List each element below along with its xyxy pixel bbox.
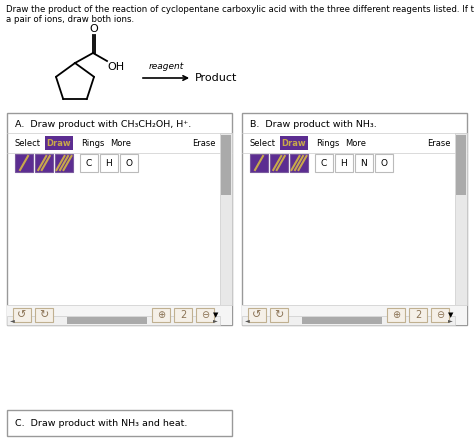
Text: reagent: reagent	[148, 62, 183, 71]
Bar	[270, 154, 288, 172]
Text: 2: 2	[415, 310, 421, 320]
Text: H: H	[341, 159, 347, 168]
Bar	[242, 113, 467, 325]
Bar	[315, 154, 333, 172]
Text: Erase: Erase	[428, 138, 451, 148]
Bar	[248, 308, 266, 322]
Text: a pair of ions, draw both ions.: a pair of ions, draw both ions.	[6, 15, 134, 24]
Text: C: C	[321, 159, 327, 168]
Text: More: More	[345, 138, 366, 148]
Text: O: O	[381, 159, 388, 168]
Text: Select: Select	[15, 138, 41, 148]
Text: Rings: Rings	[81, 138, 104, 148]
Bar	[100, 154, 118, 172]
Bar	[375, 154, 393, 172]
Bar	[456, 135, 466, 195]
Text: Draw: Draw	[282, 138, 306, 148]
Bar	[7, 305, 232, 325]
Text: Draw the product of the reaction of cyclopentane carboxylic acid with the three : Draw the product of the reaction of cycl…	[6, 5, 474, 14]
Text: ◄: ◄	[245, 318, 249, 323]
Bar	[250, 154, 268, 172]
Bar	[302, 317, 382, 324]
Bar	[355, 154, 373, 172]
Bar	[55, 154, 73, 172]
Bar	[35, 154, 53, 172]
Text: Erase: Erase	[192, 138, 216, 148]
Text: N: N	[361, 159, 367, 168]
Bar	[335, 154, 353, 172]
Text: C.  Draw product with NH₃ and heat.: C. Draw product with NH₃ and heat.	[15, 419, 187, 427]
Bar	[290, 154, 308, 172]
Bar	[455, 133, 467, 305]
Bar	[242, 305, 467, 325]
Bar	[7, 113, 232, 325]
Bar	[280, 136, 308, 150]
Bar	[7, 316, 220, 325]
Text: Select: Select	[250, 138, 276, 148]
Text: ↻: ↻	[39, 310, 49, 320]
Text: ↻: ↻	[274, 310, 283, 320]
Bar	[45, 136, 73, 150]
Text: ⊕: ⊕	[157, 310, 165, 320]
Bar	[409, 308, 427, 322]
Text: ►: ►	[447, 318, 452, 323]
Bar	[35, 308, 53, 322]
Text: Product: Product	[195, 73, 237, 83]
Bar	[196, 308, 214, 322]
Bar	[431, 308, 449, 322]
Bar	[7, 410, 232, 436]
Bar	[221, 135, 231, 195]
Text: ▼: ▼	[213, 312, 219, 318]
Text: ⊖: ⊖	[201, 310, 209, 320]
Text: ↺: ↺	[18, 310, 27, 320]
Text: ▼: ▼	[448, 312, 454, 318]
Text: Rings: Rings	[316, 138, 339, 148]
Bar	[80, 154, 98, 172]
Text: H: H	[106, 159, 112, 168]
Text: O: O	[90, 24, 99, 34]
Text: ↺: ↺	[252, 310, 262, 320]
Text: ►: ►	[213, 318, 218, 323]
Bar	[13, 308, 31, 322]
Bar	[67, 317, 147, 324]
Text: B.  Draw product with NH₃.: B. Draw product with NH₃.	[250, 120, 377, 129]
Bar	[174, 308, 192, 322]
Text: ⊖: ⊖	[436, 310, 444, 320]
Text: OH: OH	[108, 62, 125, 72]
Bar	[15, 154, 33, 172]
Bar	[220, 133, 232, 305]
Text: Draw: Draw	[46, 138, 71, 148]
Bar	[270, 308, 288, 322]
Bar	[387, 308, 405, 322]
Text: ⊕: ⊕	[392, 310, 400, 320]
Bar	[152, 308, 170, 322]
Bar	[242, 316, 455, 325]
Text: A.  Draw product with CH₃CH₂OH, H⁺.: A. Draw product with CH₃CH₂OH, H⁺.	[15, 120, 191, 129]
Text: ◄: ◄	[9, 318, 14, 323]
Text: C: C	[86, 159, 92, 168]
Text: O: O	[126, 159, 133, 168]
Text: More: More	[110, 138, 131, 148]
Bar	[120, 154, 138, 172]
Text: 2: 2	[180, 310, 186, 320]
